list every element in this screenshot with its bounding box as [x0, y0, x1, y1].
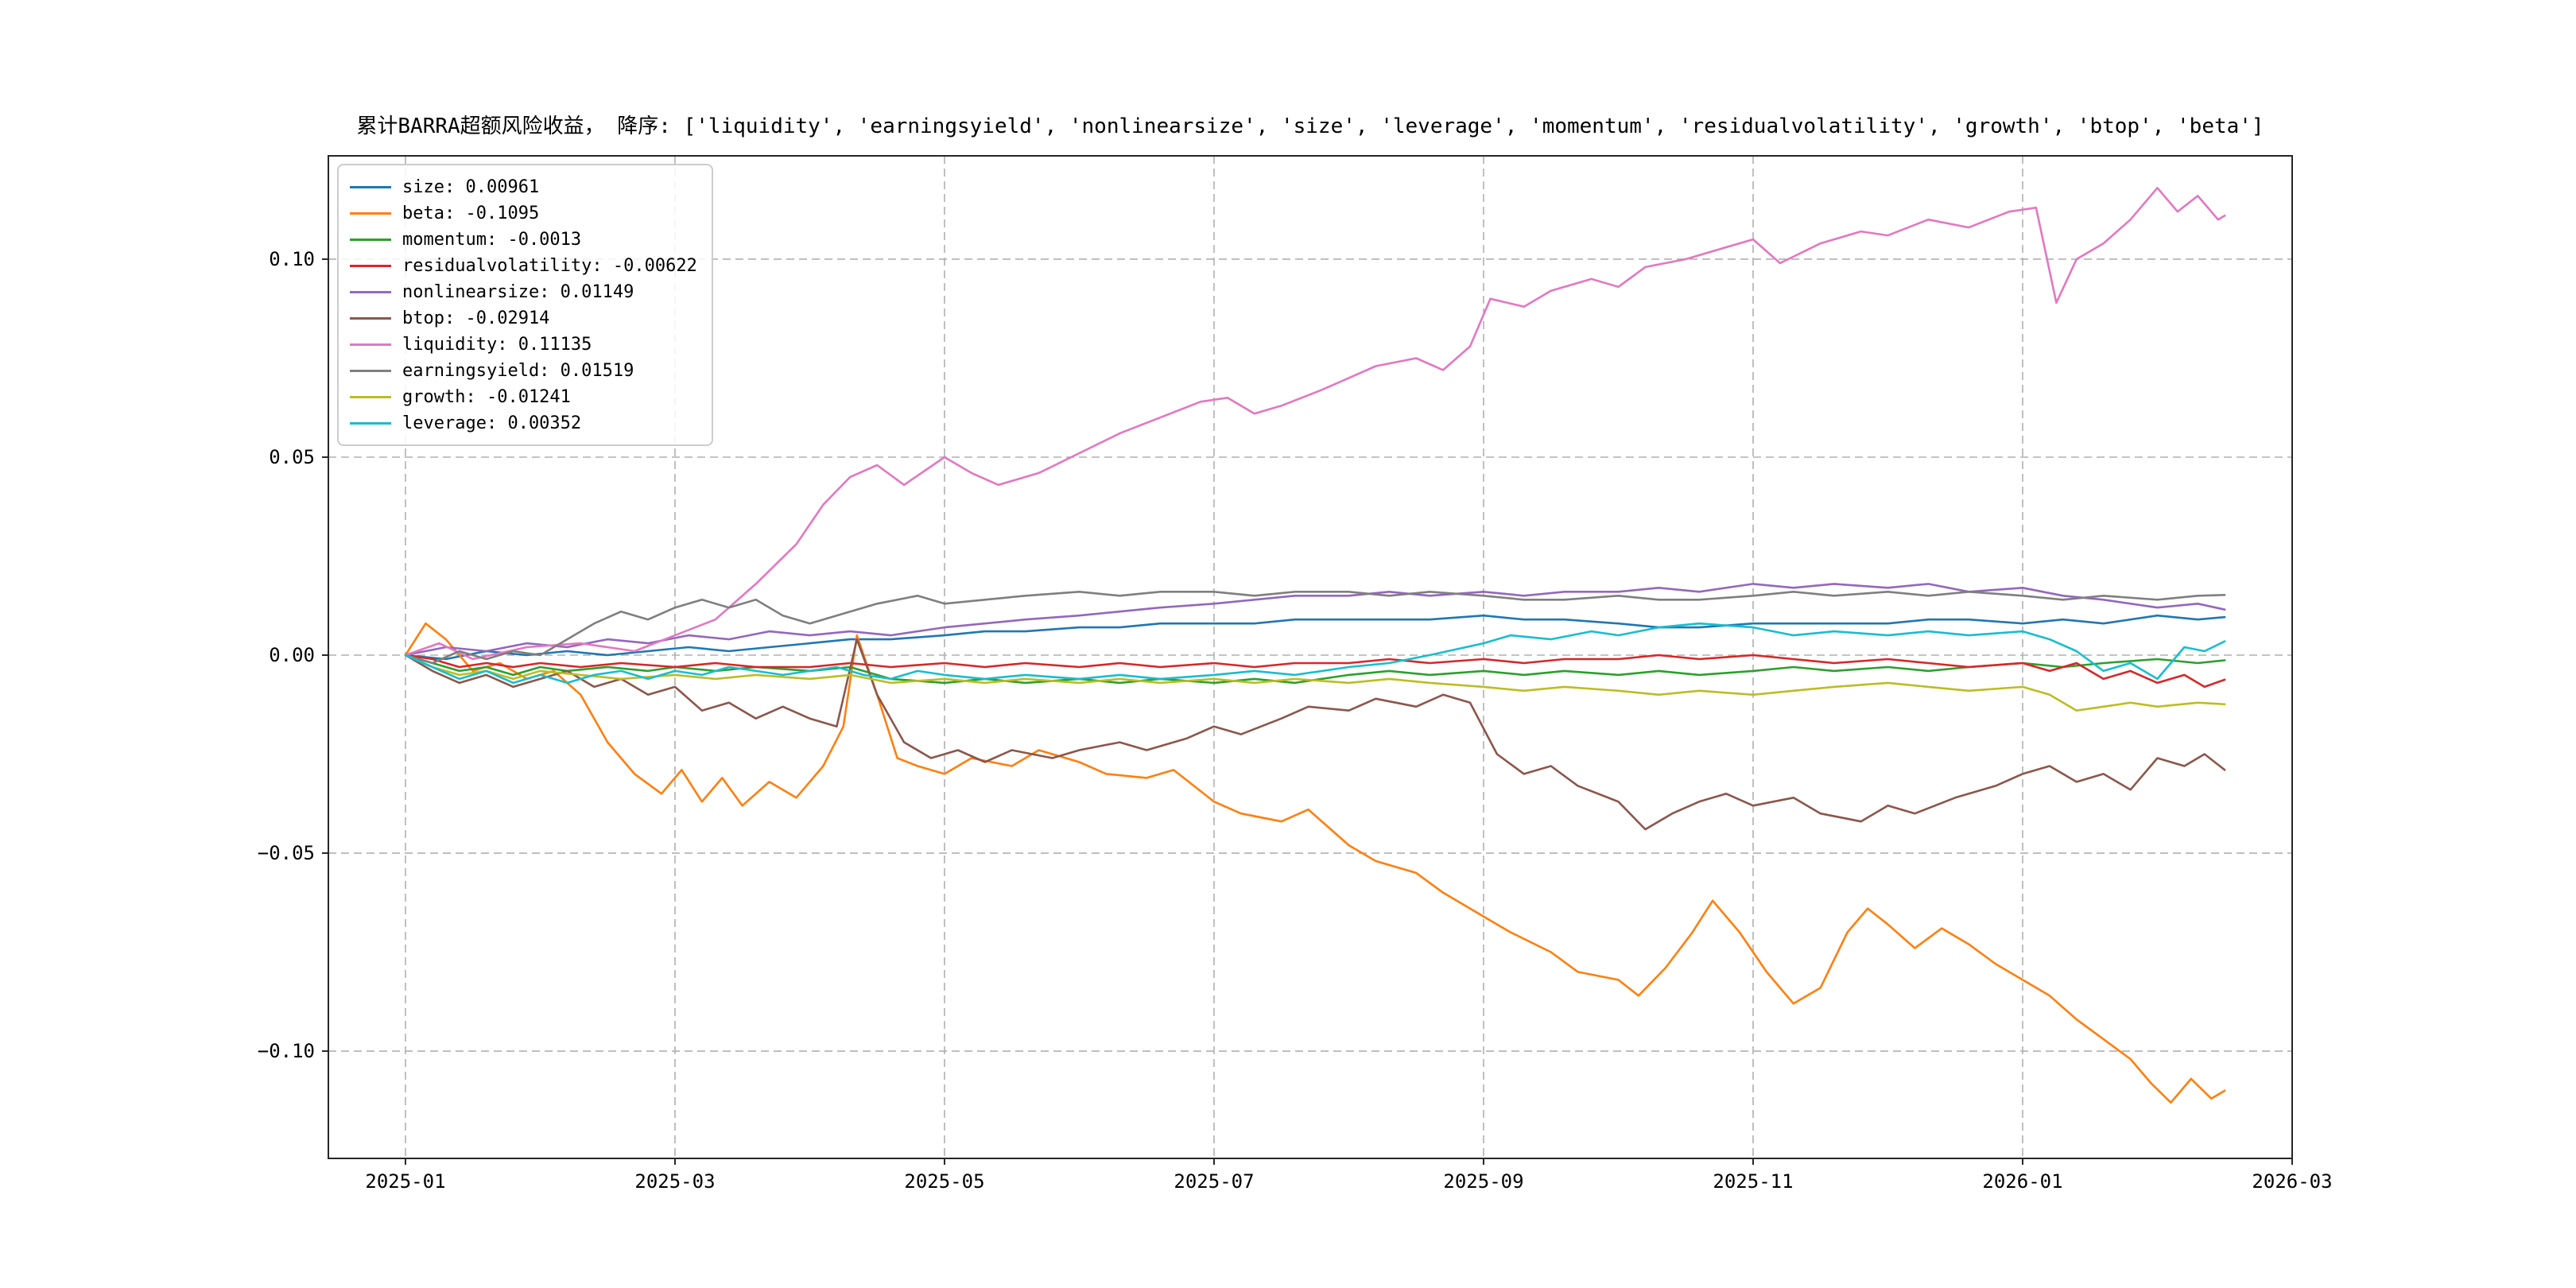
series-line-size — [404, 614, 2226, 661]
y-tick-label: 0.10 — [269, 247, 315, 270]
legend-line-swatch — [350, 316, 391, 320]
chart-title: 累计BARRA超额风险收益， 降序: ['liquidity', 'earnin… — [356, 114, 2264, 138]
series-line-beta — [404, 622, 2226, 1104]
series-line-btop — [404, 638, 2226, 831]
legend-item-btop: btop: -0.02914 — [350, 306, 697, 330]
series-line-liquidity — [404, 187, 2226, 661]
legend-item-nonlinearsize: nonlinearsize: 0.01149 — [350, 280, 697, 304]
legend-line-swatch — [350, 238, 391, 241]
legend-item-earningsyield: earningsyield: 0.01519 — [350, 359, 697, 382]
legend-line-swatch — [350, 369, 391, 372]
series-line-momentum — [404, 654, 2226, 685]
x-tick-label: 2026-01 — [1982, 1170, 2063, 1193]
y-tick-label: 0.00 — [269, 644, 315, 666]
x-tick-label: 2025-03 — [634, 1170, 716, 1193]
legend-item-label: leverage: 0.00352 — [402, 413, 582, 433]
series-line-earningsyield — [404, 590, 2226, 665]
legend-item-label: beta: -0.1095 — [402, 203, 540, 223]
series-line-growth — [404, 654, 2226, 712]
legend: size: 0.00961 beta: -0.1095 momentum: -0.0… — [337, 164, 713, 446]
legend-item-label: liquidity: 0.11135 — [402, 334, 592, 355]
legend-line-swatch — [350, 343, 391, 346]
series-line-nonlinearsize — [404, 583, 2226, 657]
legend-line-swatch — [350, 185, 391, 188]
legend-item-label: size: 0.00961 — [402, 177, 540, 197]
legend-item-liquidity: liquidity: 0.11135 — [350, 332, 697, 356]
y-tick-label: 0.05 — [269, 445, 315, 468]
legend-item-label: btop: -0.02914 — [402, 308, 550, 328]
legend-line-swatch — [350, 264, 391, 267]
legend-item-label: residualvolatility: -0.00622 — [402, 255, 697, 276]
legend-line-swatch — [350, 421, 391, 425]
series-line-residualvolatility — [404, 654, 2226, 689]
legend-item-size: size: 0.00961 — [350, 175, 697, 199]
x-tick-label: 2026-03 — [2252, 1170, 2333, 1193]
legend-item-label: momentum: -0.0013 — [402, 229, 582, 250]
x-tick-label: 2025-05 — [904, 1170, 985, 1193]
legend-item-label: nonlinearsize: 0.01149 — [402, 281, 634, 302]
legend-line-swatch — [350, 290, 391, 293]
legend-item-growth: growth: -0.01241 — [350, 385, 697, 409]
legend-item-momentum: momentum: -0.0013 — [350, 227, 697, 251]
legend-line-swatch — [350, 395, 391, 398]
legend-item-beta: beta: -0.1095 — [350, 201, 697, 225]
axes-spines — [328, 155, 2293, 1159]
series-line-leverage — [404, 622, 2226, 685]
legend-item-label: earningsyield: 0.01519 — [402, 360, 634, 381]
x-tick-label: 2025-07 — [1174, 1170, 1255, 1193]
y-tick-label: −0.05 — [257, 842, 315, 865]
x-tick-label: 2025-01 — [365, 1170, 446, 1193]
legend-item-residualvolatility: residualvolatility: -0.00622 — [350, 254, 697, 277]
legend-line-swatch — [350, 211, 391, 215]
x-tick-label: 2025-09 — [1443, 1170, 1524, 1193]
y-tick-label: −0.10 — [257, 1040, 315, 1063]
x-tick-label: 2025-11 — [1713, 1170, 1794, 1193]
legend-item-label: growth: -0.01241 — [402, 386, 571, 407]
legend-item-leverage: leverage: 0.00352 — [350, 411, 697, 435]
